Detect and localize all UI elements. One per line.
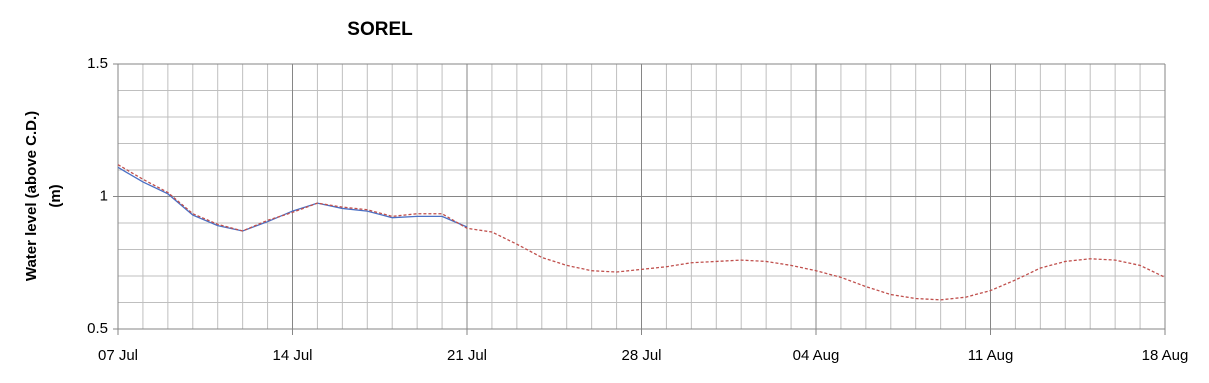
- x-tick-label: 18 Aug: [1142, 347, 1189, 364]
- data-line: [117, 164, 1166, 301]
- y-tick-label: 0.5: [87, 320, 108, 337]
- x-tick-label: 11 Aug: [968, 347, 1014, 364]
- y-tick-label: 1: [100, 187, 108, 204]
- x-tick-label: 04 Aug: [793, 347, 840, 364]
- x-tick-label: 28 Jul: [621, 347, 661, 364]
- chart-title: SOREL: [347, 19, 413, 40]
- y-axis-label: (m): [47, 184, 64, 207]
- x-tick-label: 21 Jul: [447, 347, 487, 364]
- x-tick-label: 07 Jul: [98, 347, 138, 364]
- x-tick-label: 14 Jul: [272, 347, 312, 364]
- y-axis-label: Water level (above C.D.): [23, 111, 40, 281]
- data-line: [117, 166, 468, 232]
- y-tick-label: 1.5: [87, 55, 108, 72]
